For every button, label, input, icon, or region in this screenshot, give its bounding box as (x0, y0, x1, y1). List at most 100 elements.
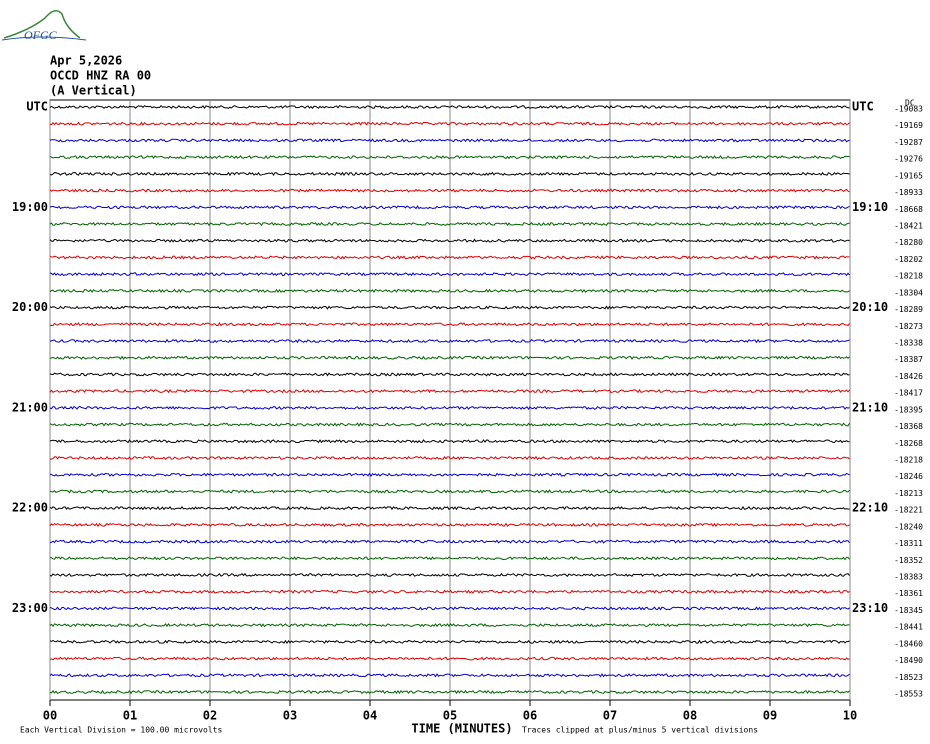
offset-label: -18395 (894, 405, 923, 414)
x-tick-label: 03 (283, 709, 297, 723)
offset-label: -18240 (894, 522, 923, 531)
component: (A Vertical) (50, 84, 137, 98)
offset-label: -19287 (894, 138, 923, 147)
trace (49, 338, 850, 344)
trace (49, 506, 850, 511)
x-tick-label: 07 (603, 709, 617, 723)
trace (49, 255, 850, 260)
offset-label: -18352 (894, 556, 923, 565)
logo-text: OFGC (24, 28, 58, 42)
trace (49, 322, 850, 327)
trace (49, 689, 850, 695)
logo: OFGC (1, 10, 87, 42)
offset-label: -18387 (894, 355, 923, 364)
logo-wave (1, 36, 87, 41)
offset-label: -19165 (894, 171, 923, 180)
trace (49, 589, 850, 594)
offset-label: -18218 (894, 272, 923, 281)
offset-label: -18273 (894, 322, 923, 331)
trace (49, 489, 850, 494)
offset-label: -18280 (894, 238, 923, 247)
right-time-label: 20:10 (852, 300, 888, 314)
trace (49, 606, 850, 611)
trace (49, 422, 850, 427)
x-tick-label: 10 (843, 709, 857, 723)
offset-label: -18668 (894, 205, 923, 214)
trace (49, 305, 850, 310)
left-time-label: 21:00 (12, 400, 48, 414)
trace (49, 673, 850, 678)
x-tick-label: 01 (123, 709, 137, 723)
offset-label: -18246 (894, 472, 923, 481)
offset-label: -18421 (894, 222, 923, 231)
trace (49, 388, 850, 394)
trace (49, 155, 850, 160)
x-tick-label: 04 (363, 709, 377, 723)
right-time-label: 23:10 (852, 601, 888, 615)
offset-label: -18361 (894, 589, 923, 598)
offset-label: -19276 (894, 155, 923, 164)
trace (49, 238, 850, 243)
trace (49, 623, 850, 628)
left-time-label: 22:00 (12, 501, 48, 515)
logo-mountain (3, 10, 81, 39)
trace (49, 539, 850, 544)
trace (49, 288, 850, 293)
x-tick-label: 00 (43, 709, 57, 723)
offset-label: -18933 (894, 188, 923, 197)
date: Apr 5,2026 (50, 54, 122, 68)
trace (49, 639, 850, 645)
x-tick-label: 06 (523, 709, 537, 723)
left-time-label: 19:00 (12, 200, 48, 214)
trace (49, 405, 850, 411)
right-time-label: 21:10 (852, 400, 888, 414)
trace (49, 138, 850, 143)
offset-label: -18383 (894, 573, 923, 582)
trace (49, 372, 850, 377)
left-time-label: 23:00 (12, 601, 48, 615)
offset-label: -18289 (894, 305, 923, 314)
right-time-label: UTC (852, 100, 874, 114)
trace (49, 556, 850, 561)
offset-label: -18490 (894, 656, 923, 665)
trace (49, 522, 850, 528)
offset-label: -19083 (894, 105, 923, 114)
trace (49, 171, 850, 177)
offset-label: -18202 (894, 255, 923, 264)
offset-label: -18311 (894, 539, 923, 548)
offset-label: -18553 (894, 690, 923, 699)
trace (49, 472, 850, 477)
trace (49, 355, 850, 360)
left-time-label: 20:00 (12, 300, 48, 314)
trace (49, 221, 850, 227)
x-axis-label: TIME (MINUTES) (411, 722, 512, 736)
x-tick-label: 02 (203, 709, 217, 723)
footer-left: Each Vertical Division = 100.00 microvol… (20, 726, 222, 735)
offset-label: -19169 (894, 121, 923, 130)
offset-label: -18221 (894, 506, 923, 515)
trace (49, 656, 850, 661)
trace (49, 572, 850, 578)
offset-label: -18368 (894, 422, 923, 431)
offset-label: -18268 (894, 439, 923, 448)
offset-label: -18426 (894, 372, 923, 381)
x-tick-label: 08 (683, 709, 697, 723)
right-time-label: 19:10 (852, 200, 888, 214)
x-tick-label: 05 (443, 709, 457, 723)
offset-label: -18460 (894, 639, 923, 648)
station: OCCD HNZ RA 00 (50, 69, 151, 83)
offset-label: -18304 (894, 288, 923, 297)
offset-label: -18338 (894, 339, 923, 348)
trace (49, 439, 850, 444)
left-time-label: UTC (26, 100, 48, 114)
offset-label: -18345 (894, 606, 923, 615)
trace (49, 272, 850, 277)
offset-label: -18523 (894, 673, 923, 682)
offset-label: -18417 (894, 389, 923, 398)
offset-header: DC (905, 99, 915, 108)
trace (49, 121, 850, 126)
x-tick-label: 09 (763, 709, 777, 723)
right-time-label: 22:10 (852, 501, 888, 515)
offset-label: -18441 (894, 623, 923, 632)
